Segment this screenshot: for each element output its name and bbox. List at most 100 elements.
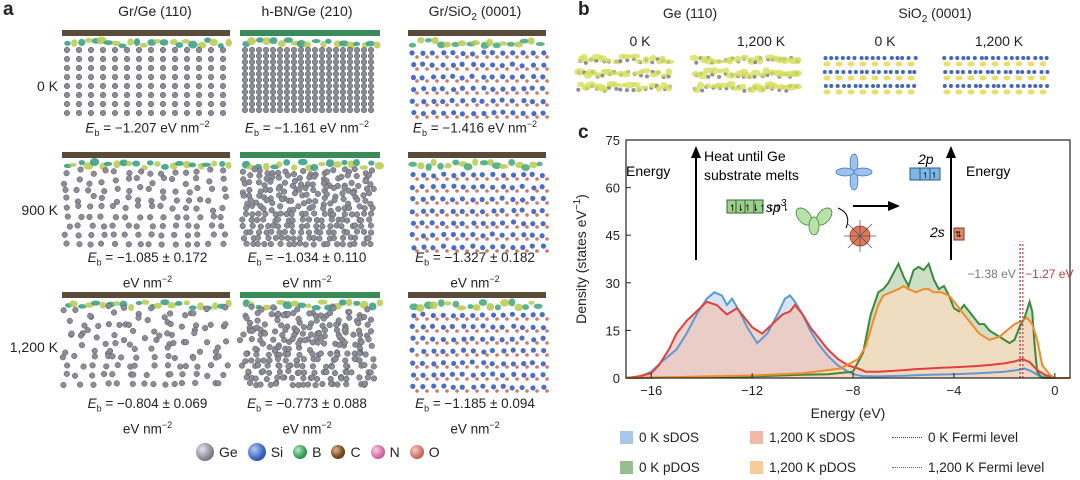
dos-area-1-200-k-sdos bbox=[626, 301, 1070, 378]
legend-atom-b: B bbox=[293, 444, 321, 460]
eb-label: Eb = −1.207 eV nm−2 bbox=[85, 119, 210, 139]
atomic-structure bbox=[408, 292, 549, 393]
col-header-gr-ge: Gr/Ge (110) bbox=[118, 3, 192, 19]
legend-item: 0 K pDOS bbox=[620, 460, 700, 475]
charge-density-thumb bbox=[574, 53, 675, 93]
legend-item: 0 K sDOS bbox=[620, 430, 699, 445]
legend-swatch bbox=[620, 461, 633, 474]
atomic-structure bbox=[60, 152, 232, 248]
fermi-label-1200k: −1.27 eV bbox=[1025, 267, 1073, 281]
fermi-label-0k: −1.38 eV bbox=[967, 267, 1015, 281]
dos-line-1-200-k-pdos bbox=[625, 284, 1070, 379]
atomic-structure bbox=[239, 152, 385, 248]
eb-label: Eb = −0.773 ± 0.088 eV nm−2 bbox=[247, 396, 367, 437]
orbital-2p-label: 2p bbox=[917, 151, 934, 167]
dos-chart: 0 15 30 45 60 75 −16 −12 −8 −4 0 Energy (eV) Densi… bbox=[572, 133, 1073, 421]
legend-line bbox=[892, 467, 922, 468]
atom-c-icon bbox=[331, 445, 346, 459]
sp3-lobe-icon bbox=[795, 207, 833, 236]
group-header-ge110: Ge (110) bbox=[662, 5, 718, 21]
eb-label: Eb = −0.804 ± 0.069 eV nm−2 bbox=[87, 396, 208, 437]
y-tick-label: 15 bbox=[606, 323, 620, 338]
panel-a-letter: a bbox=[3, 0, 14, 20]
plot-frame bbox=[625, 139, 1071, 379]
sp3-orbital-box: ↿⇂↿⇂↿⇂↿⇂ bbox=[726, 199, 789, 214]
charge-density-row bbox=[574, 53, 1050, 95]
atom-n-icon bbox=[370, 445, 385, 459]
dos-line-1-200-k-sdos bbox=[625, 300, 1070, 379]
orbital-2s-label: 2s bbox=[929, 224, 945, 240]
curved-arrow-icon bbox=[837, 207, 849, 229]
eb-label: Eb = −1.327 ± 0.182 eV nm−2 bbox=[415, 250, 535, 291]
eb-label: Eb = −1.034 ± 0.110 eV nm−2 bbox=[247, 250, 367, 291]
s-orbital-icon bbox=[844, 220, 876, 252]
panel-c-letter: c bbox=[578, 122, 589, 143]
atomic-structure bbox=[240, 30, 381, 114]
atomic-structure bbox=[408, 30, 549, 119]
row-label-0k: 0 K bbox=[36, 78, 58, 94]
legend-swatch bbox=[620, 431, 633, 444]
charge-density-thumb bbox=[942, 56, 1050, 95]
p-orbital-icon bbox=[835, 153, 873, 191]
eb-label: Eb = −1.085 ± 0.172 eV nm−2 bbox=[87, 250, 208, 291]
orbital-inset: Energy Heat until Ge substrate melts ↿⇂↿… bbox=[626, 146, 1010, 260]
legend-atom-si: Si bbox=[247, 443, 283, 461]
atomic-structure bbox=[62, 30, 232, 117]
legend-atom-ge: Ge bbox=[196, 443, 238, 461]
atomic-structure bbox=[236, 292, 384, 389]
legend-item: 1,200 K Fermi level bbox=[892, 460, 1044, 475]
atomic-structure bbox=[408, 152, 549, 253]
charge-density-thumb bbox=[822, 56, 918, 95]
arrow-up-icon bbox=[691, 146, 701, 158]
temp-label: 0 K bbox=[874, 33, 896, 49]
temp-label: 1,200 K bbox=[974, 33, 1024, 49]
atomic-structure bbox=[59, 292, 232, 389]
legend-atom-n: N bbox=[370, 444, 400, 460]
legend-swatch bbox=[750, 431, 763, 444]
col-header-gr-sio2: Gr/SiO2 (0001) bbox=[428, 3, 522, 23]
atom-si-icon bbox=[247, 443, 266, 461]
inset-energy-right: Energy bbox=[966, 163, 1010, 179]
svg-text:⇅: ⇅ bbox=[955, 230, 962, 239]
svg-text:↿⇂↿⇂↿⇂↿⇂: ↿⇂↿⇂↿⇂↿⇂ bbox=[729, 203, 789, 213]
y-tick-label: 75 bbox=[606, 133, 620, 148]
temp-label: 1,200 K bbox=[736, 33, 786, 49]
legend-atom-c: C bbox=[331, 444, 361, 460]
x-tick-label: −4 bbox=[947, 383, 962, 398]
y-tick-label: 0 bbox=[613, 371, 620, 386]
atom-ge-icon bbox=[196, 443, 214, 461]
y-axis-label: Density (states eV−1) bbox=[572, 194, 589, 324]
legend-swatch bbox=[750, 461, 763, 474]
atom-legend: Ge Si B C N O bbox=[196, 442, 440, 462]
structure-grid bbox=[59, 30, 549, 393]
dos-legend: 0 K sDOS 1,200 K sDOS 0 K Fermi level 0 … bbox=[620, 430, 1070, 478]
2p-orbital-box: ↿ ↿ bbox=[909, 167, 941, 181]
row-label-1200k: 1,200 K bbox=[9, 339, 58, 355]
legend-line bbox=[892, 437, 922, 438]
atom-b-icon bbox=[293, 445, 308, 459]
y-tick-label: 60 bbox=[606, 181, 620, 196]
row-label-900k: 900 K bbox=[21, 202, 58, 218]
x-axis-label: Energy (eV) bbox=[811, 405, 886, 421]
heat-text-line2: substrate melts bbox=[704, 167, 799, 183]
x-tick-label: −16 bbox=[640, 383, 662, 398]
arrow-right-icon bbox=[888, 201, 900, 211]
inset-energy-left: Energy bbox=[626, 163, 670, 179]
col-header-hbn-ge: h-BN/Ge (210) bbox=[261, 3, 353, 19]
x-tick-label: −8 bbox=[846, 383, 861, 398]
x-tick-label: −12 bbox=[741, 383, 763, 398]
eb-label: Eb = −1.161 eV nm−2 bbox=[244, 119, 370, 139]
svg-text:↿ ↿: ↿ ↿ bbox=[922, 171, 938, 180]
group-header-sio2: SiO2 (0001) bbox=[898, 5, 972, 25]
y-tick-label: 45 bbox=[606, 228, 620, 243]
legend-item: 0 K Fermi level bbox=[892, 430, 1018, 445]
y-tick-label: 30 bbox=[606, 276, 620, 291]
legend-atom-o: O bbox=[409, 444, 440, 460]
legend-item: 1,200 K pDOS bbox=[750, 460, 856, 475]
eb-label: Eb = −1.416 eV nm−2 bbox=[412, 119, 538, 139]
charge-density-thumb bbox=[689, 54, 803, 94]
2s-orbital-box: ⇅ bbox=[953, 227, 965, 241]
heat-text-line1: Heat until Ge bbox=[704, 148, 786, 164]
panel-b-letter: b bbox=[578, 0, 590, 20]
arrow-up-icon bbox=[946, 146, 956, 158]
